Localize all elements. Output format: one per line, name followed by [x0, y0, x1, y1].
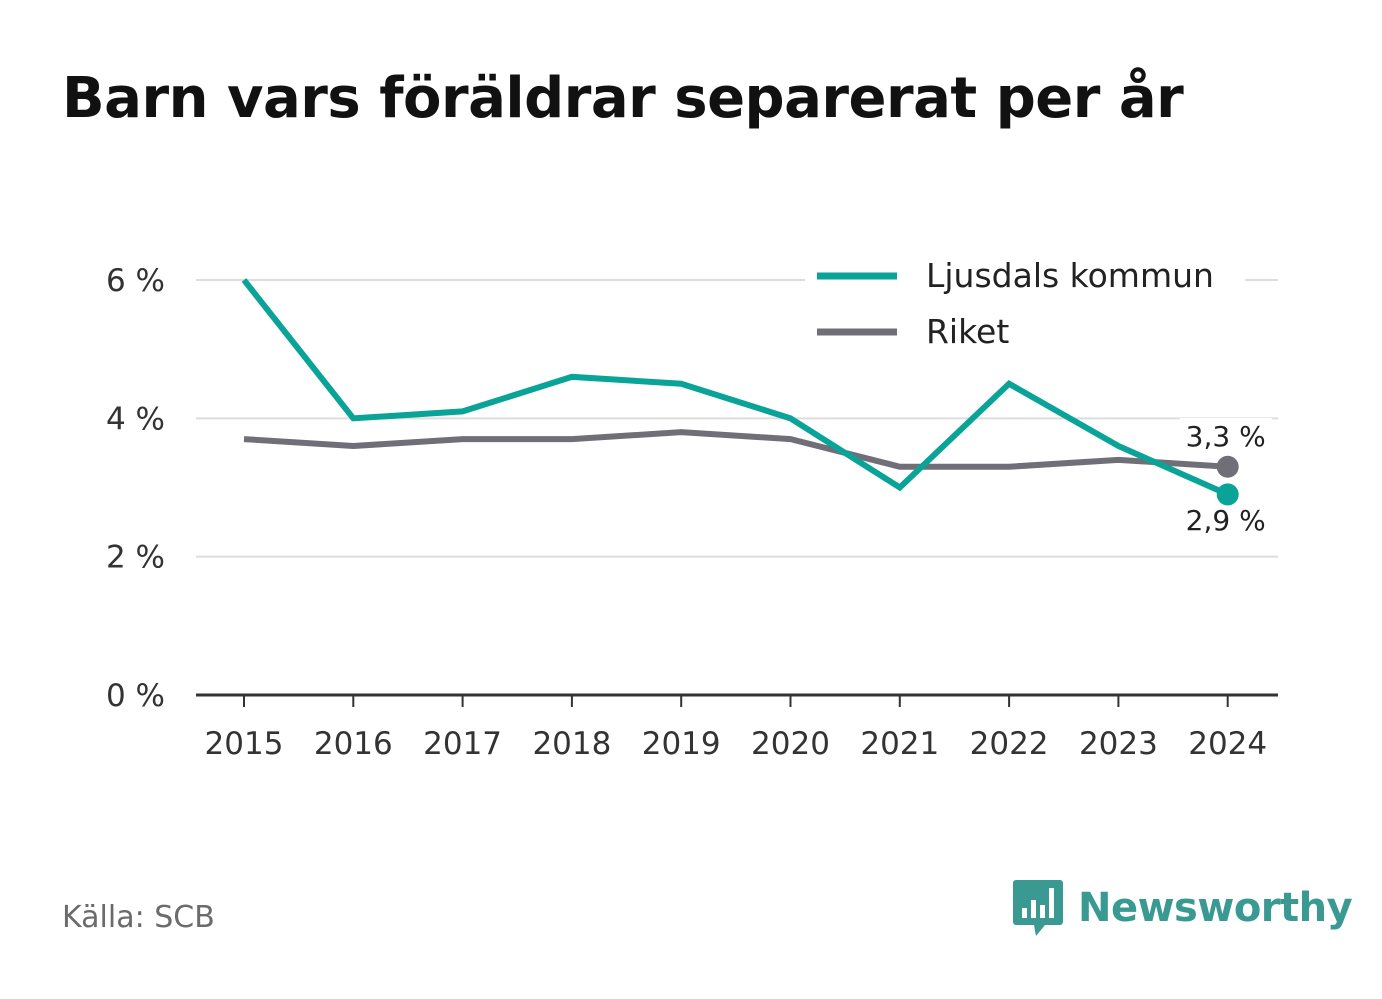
- chart-title: Barn vars föräldrar separerat per år: [62, 66, 1184, 131]
- x-tick-label: 2021: [860, 726, 939, 762]
- brand-name: Newsworthy: [1078, 885, 1353, 931]
- legend-background: [805, 250, 1245, 365]
- x-tick-label: 2023: [1079, 726, 1158, 762]
- series-end-point: [1216, 483, 1239, 506]
- x-tick-label: 2018: [532, 726, 611, 762]
- y-tick-label: 4 %: [106, 401, 165, 437]
- legend-label: Riket: [926, 312, 1009, 351]
- x-tick-label: 2016: [314, 726, 393, 762]
- x-tick-label: 2015: [205, 726, 284, 762]
- x-tick-label: 2022: [970, 726, 1049, 762]
- brand: Newsworthy: [1012, 878, 1353, 938]
- x-tick-label: 2024: [1188, 726, 1267, 762]
- legend: Ljusdals kommun Riket: [805, 250, 1245, 365]
- series-end-point: [1216, 455, 1239, 478]
- y-tick-label: 0 %: [106, 678, 165, 714]
- legend-label: Ljusdals kommun: [926, 256, 1214, 295]
- series-lines: [241, 278, 1239, 506]
- label-background: [1179, 418, 1272, 452]
- series-line: [241, 278, 1229, 498]
- x-axis: 2015 2016 2017 2018 2019 2020 2021 2022 2023 2024: [196, 693, 1278, 762]
- end-label-riket: 3,3 %: [1186, 420, 1266, 453]
- series-line: [243, 429, 1228, 470]
- y-tick-label: 2 %: [106, 540, 165, 576]
- x-tick-label: 2017: [423, 726, 502, 762]
- y-axis-tick-labels: 0 % 2 % 4 % 6 %: [106, 263, 165, 714]
- x-tick-label: 2020: [751, 726, 830, 762]
- end-label-ljusdal: 2,9 %: [1186, 504, 1266, 537]
- x-tick-label: 2019: [642, 726, 721, 762]
- newsworthy-logo-icon: [1013, 880, 1063, 936]
- source-note: Källa: SCB: [62, 900, 215, 935]
- y-tick-label: 6 %: [106, 263, 165, 299]
- end-labels: 3,3 % 2,9 %: [1179, 418, 1272, 537]
